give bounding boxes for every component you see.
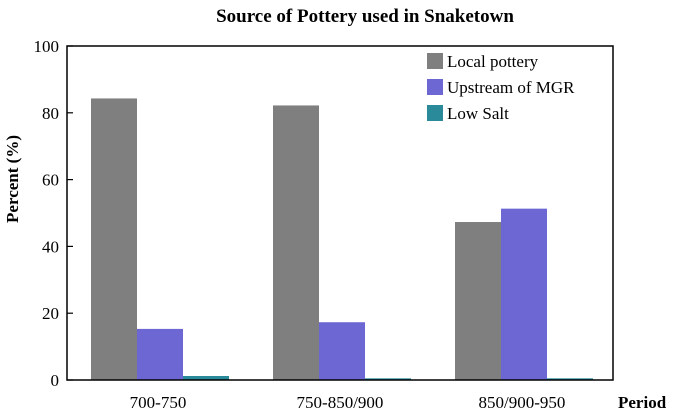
chart-title: Source of Pottery used in Snaketown	[216, 6, 514, 27]
legend-label: Local pottery	[447, 52, 539, 71]
bars-group	[91, 98, 593, 381]
bar-low-salt-2	[365, 378, 411, 380]
y-tick-label: 20	[42, 304, 59, 323]
legend-label: Upstream of MGR	[447, 78, 575, 97]
legend-swatch	[427, 79, 443, 95]
bar-local-pottery-3	[455, 222, 501, 380]
x-tick-label: 850/900-950	[479, 393, 566, 412]
legend: Local pottery Upstream of MGR Low Salt	[427, 52, 575, 123]
y-ticks-group: 0 20 40 60 80 100	[34, 37, 73, 390]
bar-local-pottery-2	[273, 105, 319, 381]
legend-swatch	[427, 105, 443, 121]
legend-swatch	[427, 53, 443, 69]
bar-local-pottery-1	[91, 98, 137, 381]
y-tick-label: 60	[42, 171, 59, 190]
y-axis-title: Percent (%)	[3, 135, 22, 223]
bar-upstream-of-mgr-1	[137, 328, 183, 380]
bar-low-salt-3	[547, 378, 593, 380]
bar-low-salt-1	[183, 375, 229, 380]
x-tick-label: 750-850/900	[297, 393, 384, 412]
x-tick-label: 700-750	[130, 393, 187, 412]
x-ticks-group: 700-750 750-850/900 850/900-950	[130, 393, 566, 412]
y-tick-label: 0	[51, 371, 60, 390]
legend-label: Low Salt	[447, 104, 509, 123]
bar-upstream-of-mgr-3	[501, 208, 547, 380]
y-tick-label: 40	[42, 237, 59, 256]
y-tick-label: 100	[34, 37, 60, 56]
plot-frame	[66, 45, 614, 381]
y-tick-label: 80	[42, 104, 59, 123]
bar-upstream-of-mgr-2	[319, 322, 365, 380]
x-axis-title: Period	[618, 393, 667, 412]
